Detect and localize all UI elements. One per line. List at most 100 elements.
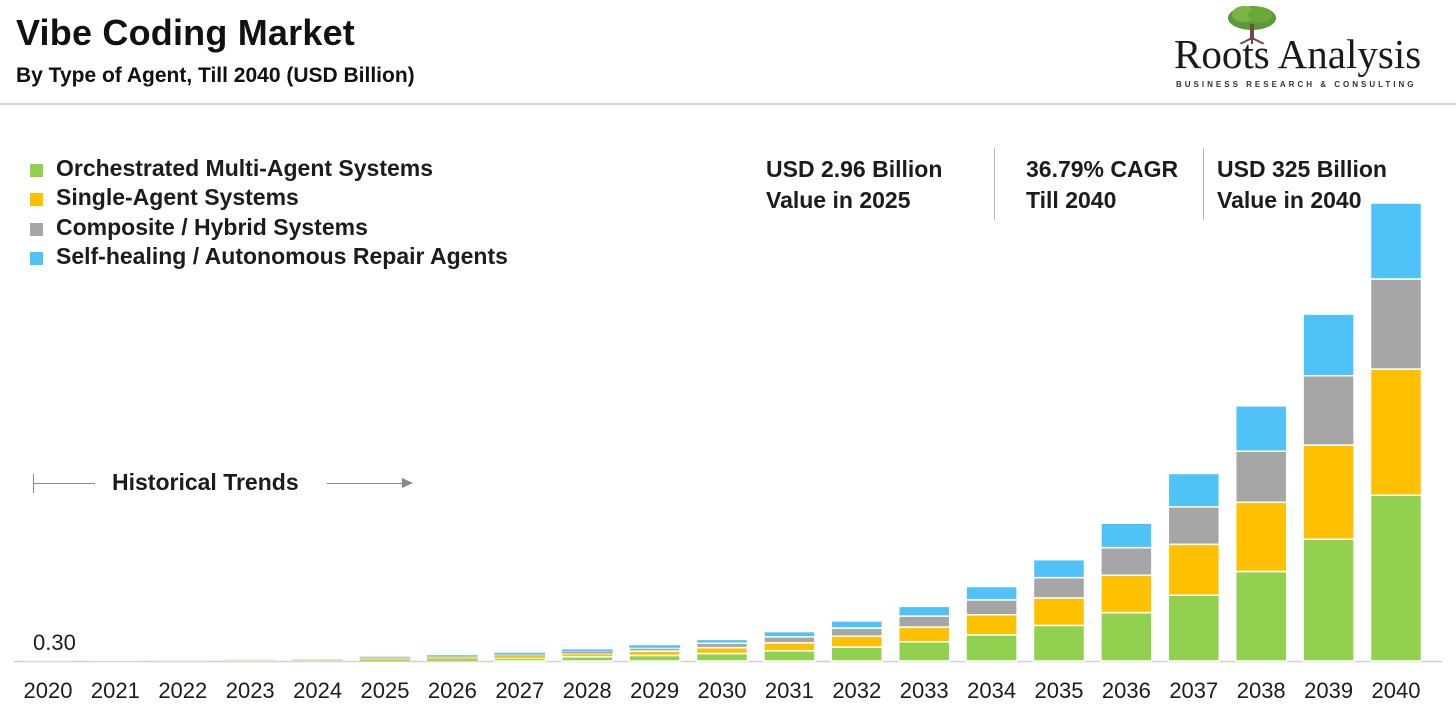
- bar-segment-2025-s0: [359, 659, 411, 662]
- bar-segment-2026-s2: [426, 655, 479, 658]
- legend-swatch: [30, 164, 43, 178]
- x-tick-label-2027: 2027: [495, 678, 544, 703]
- bar-segment-2039-s2: [1302, 374, 1355, 446]
- bar-segment-2033-s0: [897, 641, 951, 662]
- bar-segment-2038-s1: [1234, 501, 1288, 573]
- historical-trends-line-left: [33, 483, 95, 484]
- historical-trends-line-right: [327, 483, 403, 484]
- x-tick-label-2021: 2021: [91, 678, 140, 703]
- x-tick-label-2026: 2026: [428, 678, 477, 703]
- bar-segment-2038-s0: [1234, 570, 1288, 662]
- bar-segment-2033-s1: [897, 626, 951, 643]
- company-logo: Roots Analysis BUSINESS RESEARCH & CONSU…: [1170, 4, 1450, 96]
- x-tick-label-2034: 2034: [967, 678, 1016, 703]
- x-tick-label-2024: 2024: [293, 678, 342, 703]
- stat-line: USD 325 Billion: [1217, 156, 1387, 182]
- bar-segment-2034-s3: [965, 585, 1018, 601]
- bar-segment-2027-s1: [494, 655, 546, 659]
- legend-item-orchestrated: Orchestrated Multi-Agent Systems: [30, 154, 508, 183]
- stat-line: Value in 2025: [766, 187, 911, 213]
- legend-item-composite: Composite / Hybrid Systems: [30, 213, 508, 242]
- bar-segment-2036-s2: [1100, 546, 1153, 577]
- bar-segment-2039-s3: [1302, 313, 1355, 377]
- stat-divider: [1203, 148, 1204, 220]
- stat-value-2040: USD 325 Billion Value in 2040: [1217, 154, 1387, 216]
- legend-label: Single-Agent Systems: [56, 184, 299, 211]
- bar-segment-2027-s0: [493, 657, 547, 662]
- legend-item-single-agent: Single-Agent Systems: [30, 183, 508, 212]
- legend-swatch: [30, 222, 43, 236]
- chart-subtitle: By Type of Agent, Till 2040 (USD Billion…: [16, 64, 415, 87]
- stat-cagr: 36.79% CAGR Till 2040: [1026, 154, 1178, 216]
- bar-segment-2037-s0: [1167, 594, 1221, 662]
- arrow-right-icon: [402, 478, 413, 488]
- historical-trends-label: Historical Trends: [112, 469, 299, 495]
- bar-segment-2028-s3: [561, 649, 613, 652]
- legend-swatch: [30, 252, 43, 266]
- x-tick-label-2028: 2028: [563, 678, 612, 703]
- legend-label: Orchestrated Multi-Agent Systems: [56, 155, 434, 182]
- x-tick-label-2038: 2038: [1237, 678, 1286, 703]
- x-tick-label-2031: 2031: [765, 678, 814, 703]
- bar-segment-2036-s3: [1100, 522, 1153, 549]
- bar-segment-2032-s2: [830, 627, 884, 637]
- bar-segment-2040-s0: [1369, 494, 1423, 662]
- x-tick-label-2020: 2020: [24, 678, 73, 703]
- bar-segment-2029-s0: [628, 654, 681, 662]
- stat-line: USD 2.96 Billion: [766, 156, 943, 182]
- header-divider: [0, 103, 1456, 105]
- bar-segment-2030-s0: [695, 652, 749, 662]
- bar-segment-2034-s2: [965, 599, 1018, 616]
- bar-segment-2035-s0: [1032, 624, 1086, 662]
- x-tick-label-2035: 2035: [1035, 678, 1084, 703]
- bar-segment-2038-s3: [1234, 405, 1288, 452]
- bar-segment-2027-s3: [494, 652, 546, 655]
- bar-segment-2031-s0: [763, 650, 816, 662]
- bar-segment-2031-s2: [763, 636, 816, 644]
- stat-line: Till 2040: [1026, 187, 1117, 213]
- tree-logo-icon: [1228, 6, 1276, 44]
- x-tick-label-2023: 2023: [226, 678, 275, 703]
- legend-label: Composite / Hybrid Systems: [56, 213, 368, 240]
- bar-segment-2034-s0: [965, 634, 1018, 662]
- x-tick-label-2039: 2039: [1304, 678, 1353, 703]
- bar-segment-2025-s1: [359, 658, 411, 660]
- x-tick-label-2036: 2036: [1102, 678, 1151, 703]
- bar-segment-2026-s3: [426, 654, 479, 657]
- bar-segment-2039-s0: [1302, 538, 1355, 662]
- stat-divider: [994, 148, 995, 220]
- bar-segment-2032-s1: [830, 635, 884, 648]
- bar-segment-2036-s0: [1100, 611, 1153, 662]
- logo-wordmark: Roots Analysis: [1174, 31, 1422, 77]
- x-tick-label-2032: 2032: [832, 678, 881, 703]
- bar-segment-2029-s3: [628, 644, 681, 649]
- bar-segment-2026-s0: [426, 658, 479, 662]
- bar-segment-2028-s2: [561, 651, 613, 654]
- bar-segment-2036-s1: [1100, 574, 1153, 614]
- bar-segment-2029-s2: [628, 647, 681, 652]
- logo-tagline: BUSINESS RESEARCH & CONSULTING: [1176, 80, 1417, 89]
- bar-segment-2038-s2: [1234, 450, 1288, 504]
- bar-segment-2037-s1: [1167, 543, 1221, 596]
- bar-segment-2033-s3: [897, 605, 951, 617]
- stat-value-2025: USD 2.96 Billion Value in 2025: [766, 154, 942, 216]
- x-tick-label-2040: 2040: [1372, 678, 1421, 703]
- bar-segment-2035-s1: [1032, 597, 1086, 627]
- bar-segment-2030-s3: [695, 638, 749, 645]
- x-tick-label-2033: 2033: [900, 678, 949, 703]
- stat-line: Value in 2040: [1217, 187, 1362, 213]
- chart-legend: Orchestrated Multi-Agent Systems Single-…: [30, 154, 508, 271]
- bar-segment-2032-s0: [830, 646, 884, 662]
- x-tick-label-2025: 2025: [361, 678, 410, 703]
- legend-item-self-healing: Self-healing / Autonomous Repair Agents: [30, 242, 508, 271]
- bar-segment-2025-s3: [359, 656, 411, 658]
- bar-segment-2037-s3: [1167, 472, 1221, 508]
- legend-label: Self-healing / Autonomous Repair Agents: [56, 243, 508, 270]
- chart-title: Vibe Coding Market: [16, 12, 355, 53]
- bar-segment-2040-s1: [1369, 368, 1423, 496]
- data-label-2020: 0.30: [33, 630, 76, 655]
- x-tick-label-2030: 2030: [698, 678, 747, 703]
- bar-segment-2027-s2: [494, 653, 546, 656]
- bar-segment-2031-s3: [763, 630, 816, 638]
